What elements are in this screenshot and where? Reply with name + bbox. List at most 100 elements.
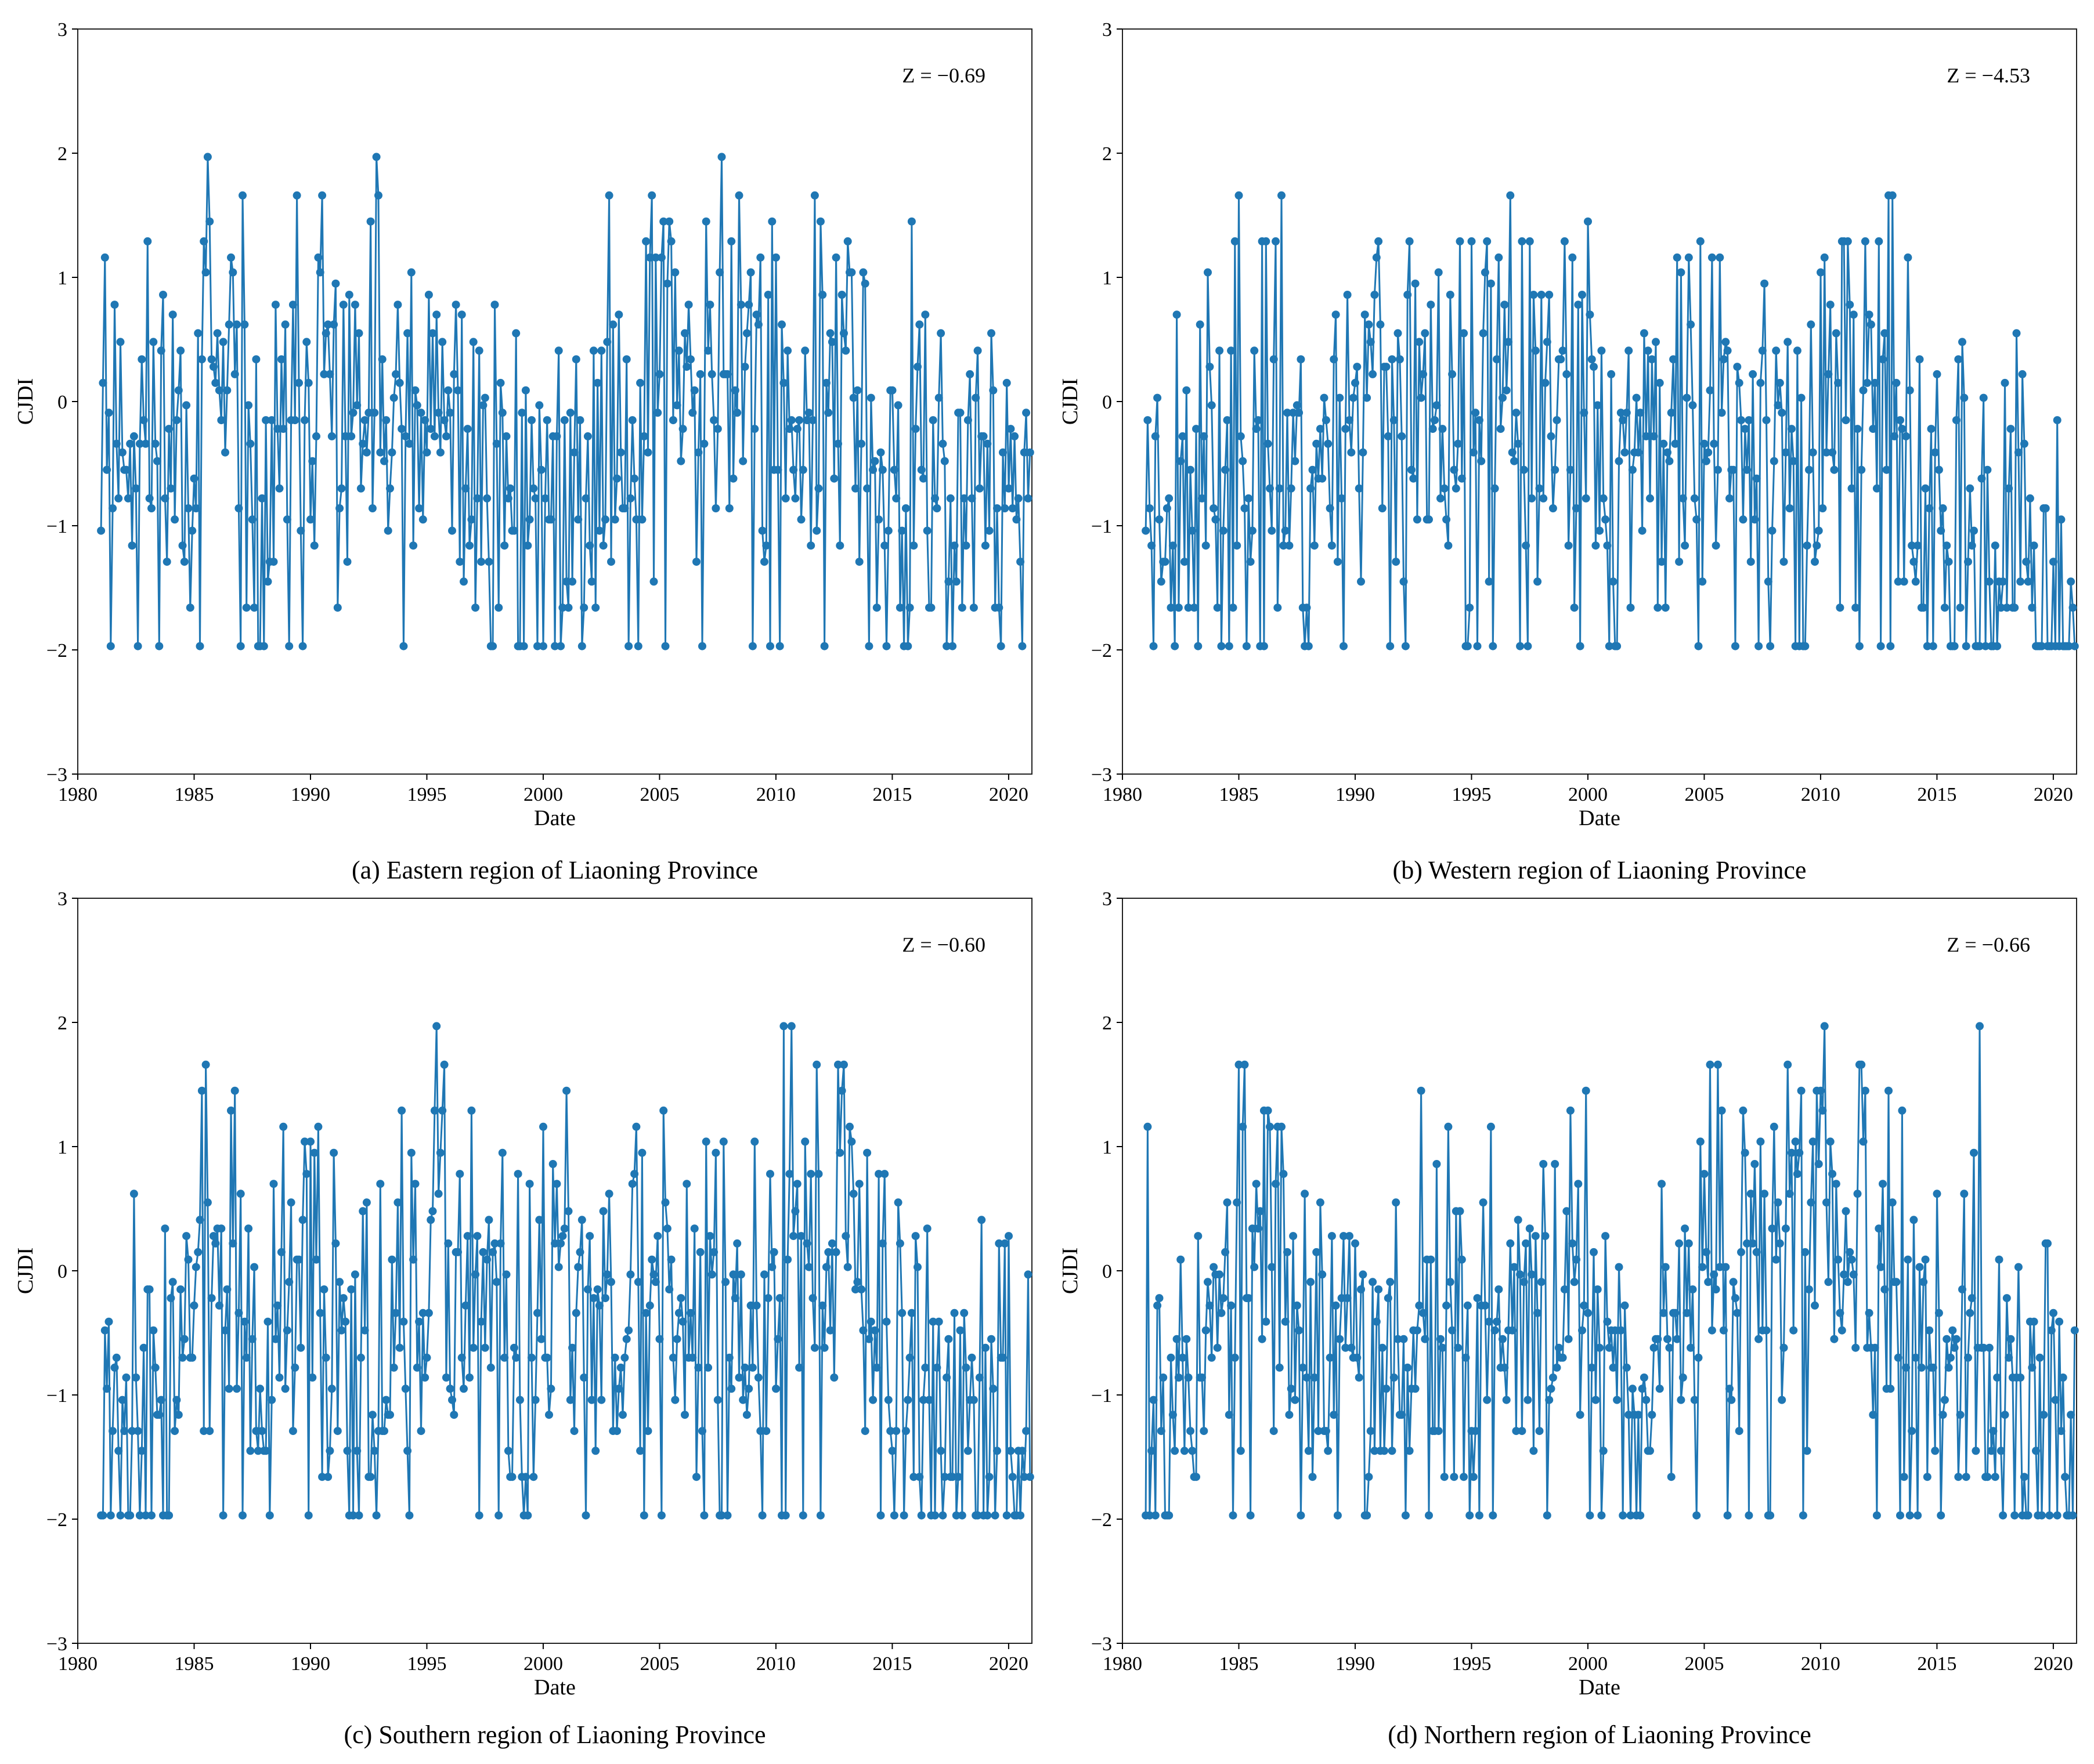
data-point <box>673 1335 681 1343</box>
data-point <box>905 603 914 612</box>
data-point <box>1217 1308 1226 1317</box>
data-point <box>1613 642 1622 650</box>
data-point <box>1518 237 1526 245</box>
data-point <box>184 504 193 512</box>
data-point <box>1745 416 1753 425</box>
data-point <box>958 1511 966 1520</box>
data-point <box>1572 1255 1580 1264</box>
data-point <box>1297 1511 1305 1520</box>
data-point <box>1194 642 1203 650</box>
data-point <box>915 1473 924 1481</box>
data-point <box>372 1511 381 1520</box>
data-point <box>1547 432 1555 440</box>
data-point <box>2024 1511 2032 1520</box>
data-point <box>1843 237 1852 245</box>
y-axis-label: CJDI <box>1058 1248 1082 1294</box>
data-point <box>225 1385 233 1393</box>
data-point <box>132 1373 140 1382</box>
data-point <box>1001 1239 1009 1248</box>
data-point <box>1876 642 1885 650</box>
data-point <box>937 1447 945 1455</box>
data-point <box>644 1427 652 1436</box>
data-point <box>1789 457 1798 465</box>
data-point <box>1151 1511 1160 1520</box>
data-point <box>2049 558 2057 566</box>
data-point <box>1312 439 1321 448</box>
data-point <box>401 432 410 440</box>
data-point <box>1548 1373 1557 1382</box>
data-point <box>981 1343 990 1352</box>
data-point <box>1504 338 1512 346</box>
data-point <box>818 291 827 299</box>
data-point <box>725 504 734 512</box>
data-point <box>1388 1447 1396 1455</box>
data-point <box>1155 1294 1164 1303</box>
data-point <box>919 1396 927 1404</box>
data-point <box>1659 1308 1668 1317</box>
data-point <box>1826 301 1835 309</box>
data-point <box>914 363 922 371</box>
data-point <box>1246 558 1255 566</box>
data-point <box>1768 526 1777 535</box>
data-point <box>456 558 464 566</box>
data-point <box>1176 1255 1185 1264</box>
data-point <box>772 1385 780 1393</box>
data-point <box>1508 1326 1517 1335</box>
data-point <box>1157 1427 1165 1436</box>
data-point <box>1369 1278 1377 1286</box>
data-point <box>642 1308 651 1317</box>
x-axis-label: Date <box>534 1675 576 1700</box>
data-point <box>1184 603 1193 612</box>
x-tick-label: 1995 <box>407 1653 446 1675</box>
y-tick-label: 3 <box>1102 888 1112 910</box>
data-point <box>324 320 333 329</box>
data-point <box>1799 1511 1807 1520</box>
data-point <box>1434 1427 1443 1436</box>
data-point <box>1363 1511 1371 1520</box>
data-point <box>1485 577 1493 586</box>
data-point <box>1842 1207 1850 1216</box>
data-point <box>808 416 817 425</box>
data-point <box>219 338 228 346</box>
data-point <box>1851 1343 1860 1352</box>
data-point <box>1545 1396 1554 1404</box>
data-point <box>465 1373 474 1382</box>
data-point <box>318 1473 327 1481</box>
data-point <box>288 301 297 309</box>
data-point <box>1861 237 1869 245</box>
data-point <box>388 1255 396 1264</box>
data-point <box>1911 1353 1920 1362</box>
data-point <box>1836 603 1844 612</box>
data-point <box>1403 1363 1412 1372</box>
data-point <box>510 1343 518 1352</box>
data-point <box>1442 515 1451 524</box>
data-point <box>259 642 268 650</box>
data-point <box>1005 1232 1013 1241</box>
data-point <box>828 1239 836 1248</box>
data-point <box>884 1396 893 1404</box>
data-point <box>1386 1278 1395 1286</box>
data-point <box>878 465 887 474</box>
x-tick-label: 1980 <box>58 1653 98 1675</box>
data-point <box>1752 1248 1761 1256</box>
data-point <box>1493 1317 1501 1326</box>
data-point <box>1401 642 1410 650</box>
data-point <box>847 268 856 277</box>
data-point <box>236 1190 245 1198</box>
data-point <box>1442 1301 1451 1310</box>
data-point <box>1215 1270 1224 1279</box>
data-point <box>551 1239 559 1248</box>
data-point <box>471 1270 480 1279</box>
data-point <box>1956 1411 1965 1419</box>
data-point <box>1824 370 1833 378</box>
data-point <box>161 1224 169 1233</box>
data-point <box>529 484 538 493</box>
data-point <box>1545 291 1554 299</box>
data-point <box>1215 346 1224 355</box>
data-point <box>826 329 835 338</box>
data-point <box>1921 484 1930 493</box>
data-point <box>1475 1511 1483 1520</box>
data-point <box>1574 301 1583 309</box>
data-point <box>1607 370 1616 378</box>
data-point <box>1613 1396 1622 1404</box>
